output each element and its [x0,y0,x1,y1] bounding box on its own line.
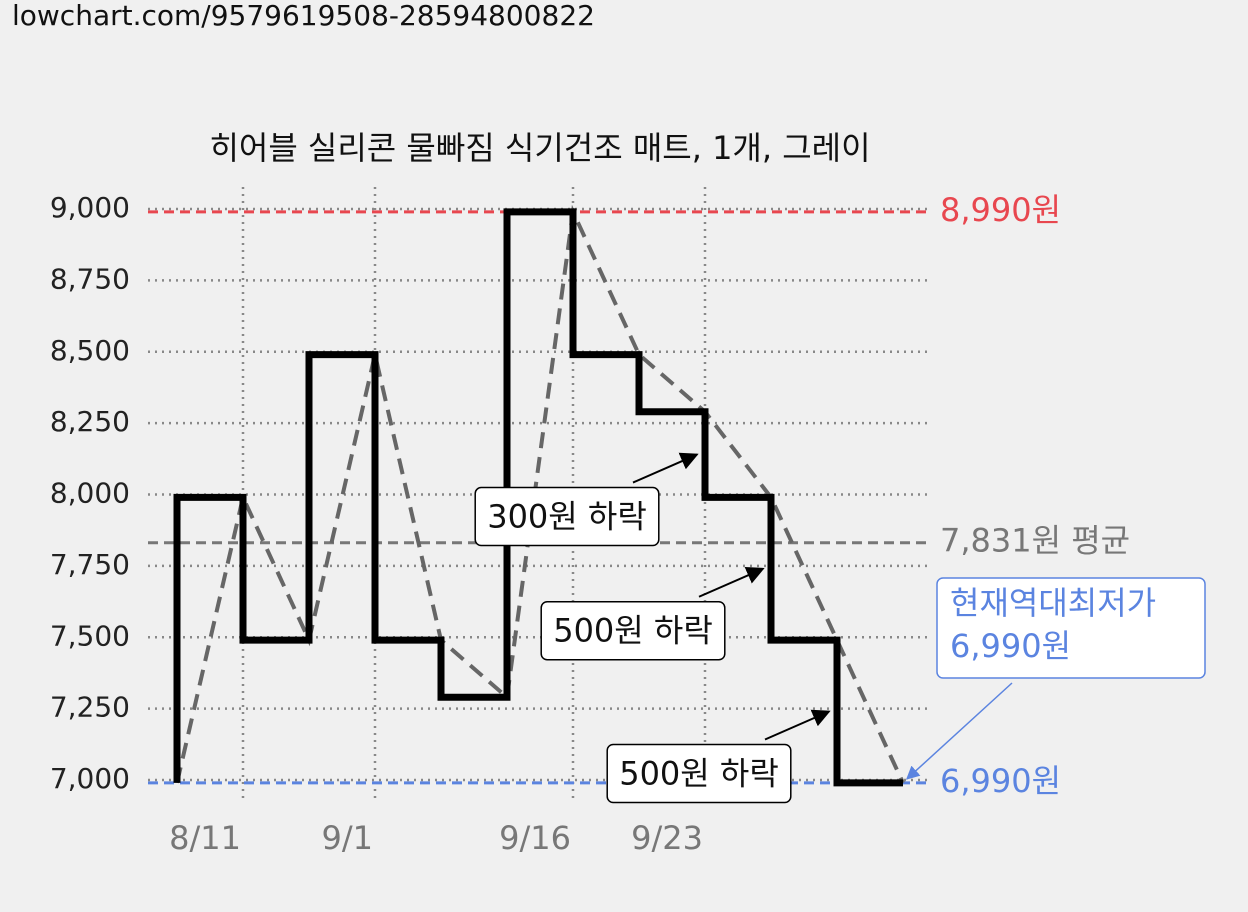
annotation-text: 500원 하락 [619,754,779,792]
y-tick-label: 8,500 [50,334,130,367]
reference-label: 7,831원 평균 [940,522,1130,560]
callout-text: 6,990원 [950,627,1071,665]
y-tick-label: 8,000 [50,477,130,510]
y-tick-label: 7,750 [50,548,130,581]
annotation-box [540,600,726,661]
annotation-arrow [764,709,831,741]
x-tick-label: 9/23 [631,819,703,857]
url: lowchart.com/9579619508-28594800822 [12,0,595,32]
reference-label: 8,990원 [940,191,1061,229]
price-line [173,208,903,787]
callout-text: 현재역대최저가 [950,584,1156,622]
annotation-arrow [698,566,765,598]
y-tick-label: 9,000 [50,191,130,224]
annotation-text: 500원 하락 [553,612,713,650]
callout-box [936,577,1206,679]
x-tick-label: 9/16 [499,819,571,857]
y-tick-label: 8,250 [50,405,130,438]
chart-title: 히어블 실리콘 물빠짐 식기건조 매트, 1개, 그레이 [209,129,870,167]
y-tick-label: 7,500 [50,619,130,652]
callout-arrow [906,682,1013,780]
annotation-text: 300원 하락 [487,498,647,536]
y-tick-label: 7,250 [50,691,130,724]
annotation-box [606,743,792,804]
reference-label: 6,990원 [940,762,1061,800]
y-tick-label: 8,750 [50,262,130,295]
y-tick-label: 7,000 [50,762,130,795]
annotation-arrow [632,452,699,484]
x-tick-label: 8/11 [169,819,241,857]
x-tick-label: 9/1 [322,819,374,857]
annotation-box [474,486,660,547]
